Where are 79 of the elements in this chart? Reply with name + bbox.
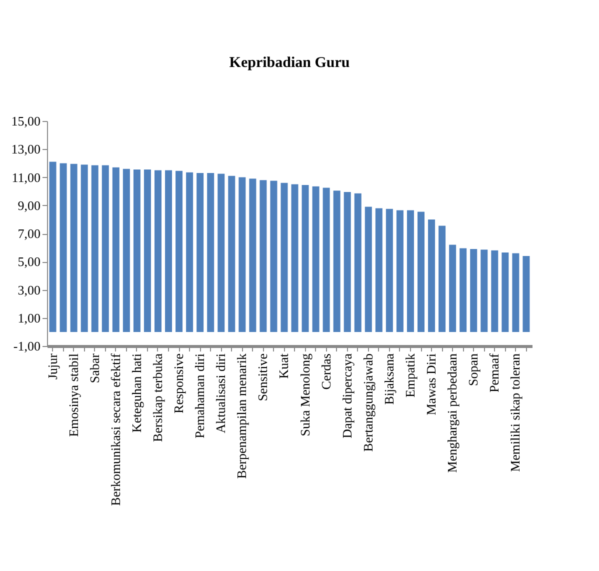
x-tick-label: Memiliki sikap toleran — [508, 353, 523, 472]
y-tick-label: 11,00 — [12, 170, 40, 185]
bar — [312, 186, 320, 332]
x-tick-label: Empatik — [402, 353, 418, 398]
x-tick-label: Berpenampilan menarik — [234, 353, 250, 479]
x-tick-label: Dapat dipercaya — [339, 353, 354, 438]
bar — [512, 253, 520, 332]
bar — [207, 173, 214, 332]
bar — [375, 208, 382, 332]
x-tick-label: Cerdas — [318, 354, 334, 390]
bar — [470, 248, 478, 332]
bar — [186, 172, 194, 332]
chart-title: Kepribadian Guru — [229, 55, 350, 71]
y-tick-label: 3,00 — [18, 282, 40, 298]
bar — [122, 168, 130, 332]
bar — [344, 192, 351, 332]
x-tick-label: Menghargai perbedaan — [444, 353, 460, 473]
bar — [460, 248, 467, 332]
bar — [354, 193, 362, 332]
x-tick-label: Sopan — [466, 353, 481, 386]
bar — [165, 170, 172, 332]
bar — [270, 180, 278, 332]
bar — [144, 170, 151, 332]
y-tick-label: -1,00 — [13, 338, 40, 354]
y-tick-label: 9,00 — [18, 198, 40, 213]
bar — [291, 184, 298, 332]
bar — [154, 170, 162, 332]
x-tick-label: Bersikap terbuka — [150, 353, 165, 442]
bar — [364, 206, 372, 332]
bar — [322, 188, 330, 332]
x-tick-label: Sabar — [86, 352, 102, 384]
bar — [196, 173, 204, 332]
bar — [280, 182, 288, 332]
y-tick-label: 5,00 — [18, 254, 40, 270]
bar — [406, 210, 414, 332]
bar — [102, 165, 109, 332]
x-tick-label: Emosinya stabil — [66, 353, 81, 437]
bar — [80, 164, 88, 332]
bar — [333, 190, 340, 332]
x-tick-label: Bertanggungjawab — [360, 354, 376, 452]
bar — [91, 165, 98, 332]
x-tick-label: Jujur — [44, 352, 60, 380]
y-tick-label: 7,00 — [18, 226, 40, 241]
bar — [112, 167, 120, 332]
bar — [49, 162, 56, 332]
bar — [249, 178, 256, 332]
bar — [60, 163, 67, 332]
x-tick-label: Pemahaman diri — [192, 353, 208, 438]
bar — [480, 250, 488, 332]
bar — [491, 250, 498, 332]
x-tick-label: Mawas Diri — [424, 353, 439, 416]
x-tick-label: Kuat — [276, 353, 292, 379]
bar — [302, 184, 309, 332]
bar — [418, 212, 425, 332]
bar — [386, 208, 393, 332]
bar — [449, 244, 456, 332]
x-tick-label: Bijaksana — [381, 353, 396, 405]
x-tick-label: Berkomunikasi secara efektif — [108, 352, 123, 506]
bar — [396, 210, 404, 332]
bar — [70, 164, 78, 332]
bar — [260, 180, 267, 332]
x-tick-label: Aktualisasi diri — [213, 353, 228, 434]
bar — [502, 252, 509, 332]
x-tick-label: Sensitive — [255, 353, 270, 402]
x-tick-label: Pemaaf — [486, 352, 502, 392]
bar — [428, 219, 436, 332]
bar — [228, 176, 236, 332]
bar — [522, 256, 530, 332]
bar — [218, 174, 225, 332]
y-tick-label: 1,00 — [18, 310, 40, 326]
x-tick-label: Responsive — [171, 353, 186, 414]
x-tick-label: Suka Menolong — [297, 353, 312, 436]
bar — [176, 170, 183, 332]
y-tick-label: 15,00 — [11, 114, 40, 128]
bar — [133, 170, 140, 332]
y-tick-label: 13,00 — [11, 142, 40, 157]
bar — [238, 177, 246, 332]
bar — [438, 226, 446, 332]
x-tick-label: Keteguhan hati — [128, 353, 144, 433]
